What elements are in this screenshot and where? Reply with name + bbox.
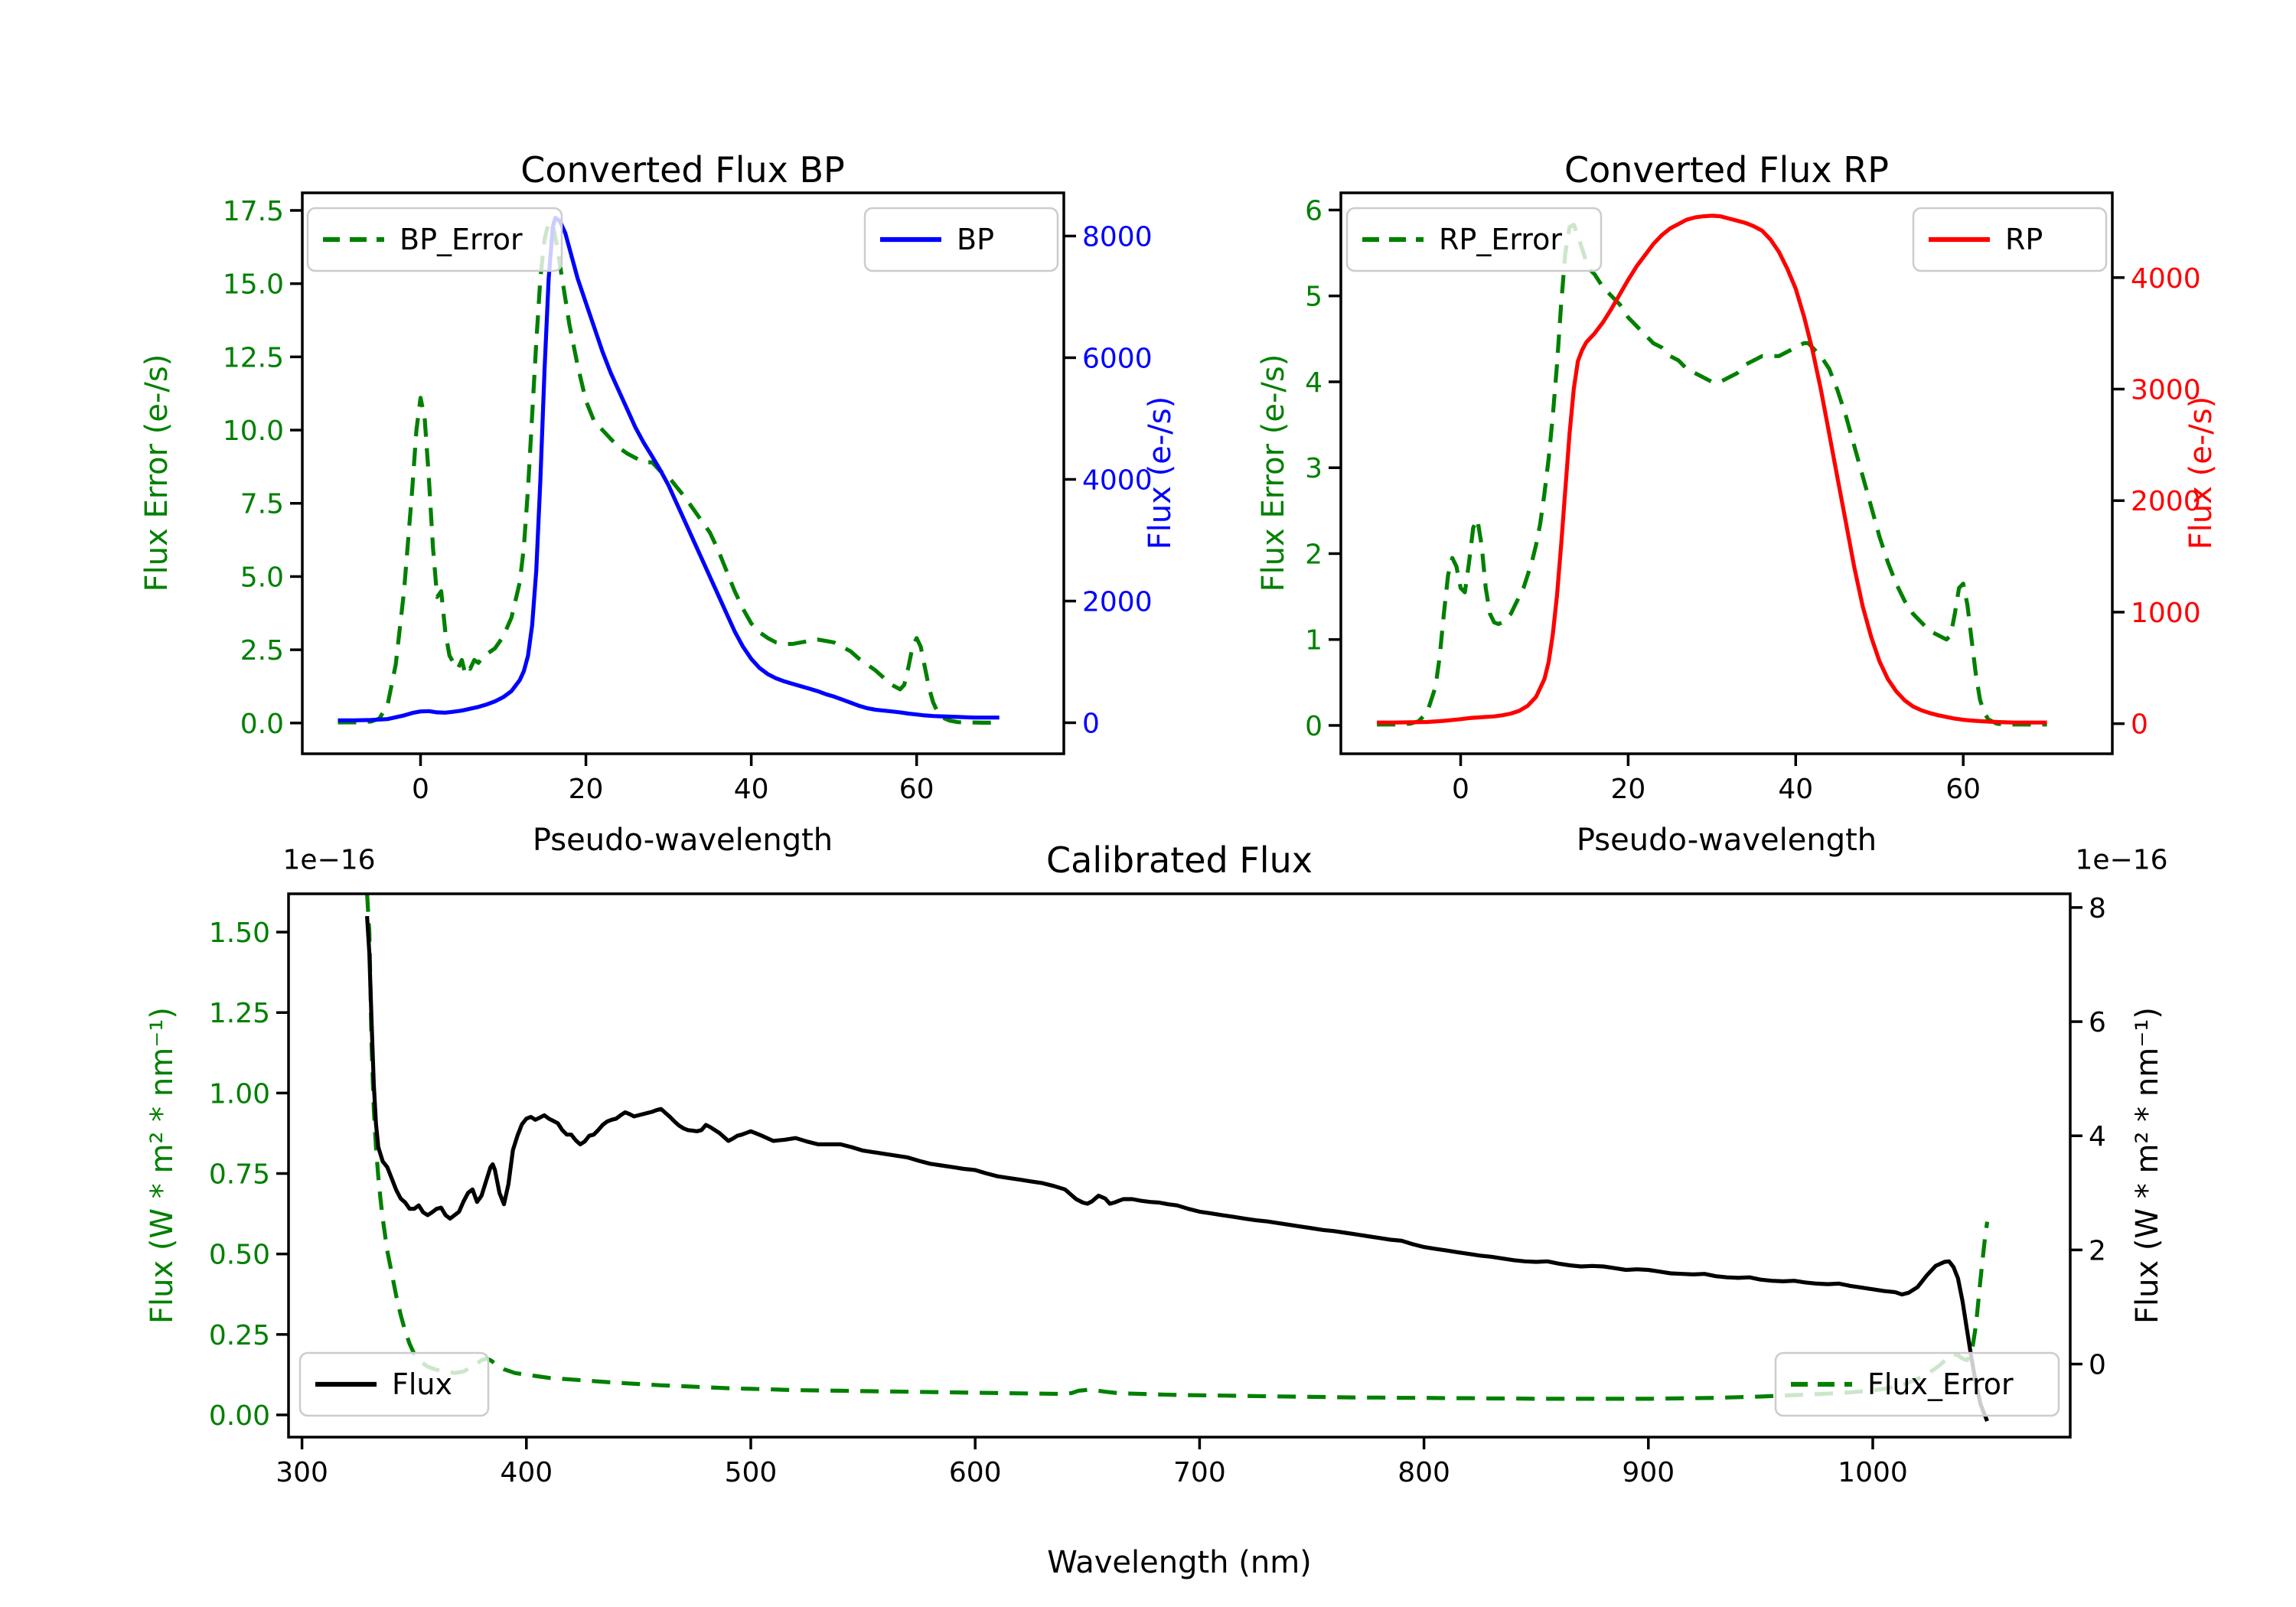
cal-x-tick-label: 700 [1173,1457,1226,1488]
cal-series-Flux [365,915,1989,1423]
rp-series-RP_Error [1377,222,2047,727]
bp-yleft-tick-label: 12.5 [223,342,284,373]
cal-yleft-tick-label: 0.50 [209,1240,270,1271]
cal-yleft-tick-label: 1.00 [209,1078,270,1110]
rp-yleft-tick-label: 2 [1305,539,1322,570]
bp-plot-title: Converted Flux BP [520,149,845,191]
cal-yleft-tick-label: 1.25 [209,998,270,1029]
cal-x-tick-label: 400 [500,1457,553,1488]
bp-yright-tick-label: 6000 [1082,343,1153,374]
legend-label: RP [2005,223,2043,256]
rp-x-tick-label: 0 [1452,774,1469,805]
bp-yleft-tick-label: 10.0 [223,416,284,447]
cal-x-tick-label: 1000 [1838,1457,1908,1488]
cal-yright-tick-label: 4 [2089,1121,2106,1152]
rp-yright-tick-label: 0 [2131,709,2148,741]
cal-yleft-tick-label: 0.75 [209,1159,270,1191]
bp-x-tick-label: 20 [569,774,604,805]
legend-box [1912,207,2108,272]
bp-plot: 0 20 40 60 0.0 2.5 5.0 7.5 10.0 12.5 15.0 17.5 0 2000… [223,191,1153,805]
bp-xaxis-label: Pseudo-wavelength [532,823,833,858]
legend-box [306,207,563,272]
legend-box [1345,207,1603,272]
cal-yright-tick-label: 0 [2089,1350,2106,1381]
cal-xaxis-label: Wavelength (nm) [1047,1545,1312,1580]
rp-yaxis-right-label: Flux (e-/s) [2183,396,2219,550]
rp-plot-title: Converted Flux RP [1564,149,1889,191]
bp-yaxis-right-label: Flux (e-/s) [1143,396,1178,550]
cal-yleft-tick-label: 0.25 [209,1320,270,1351]
cal-right-offset-text: 1e−16 [2075,844,2168,876]
bp-yleft-tick-label: 0.0 [240,709,284,740]
rp-x-tick-label: 20 [1610,774,1645,805]
bp-yright-tick-label: 8000 [1082,221,1153,253]
bp-axes-spines [301,191,1065,755]
cal-x-tick-label: 300 [276,1457,328,1488]
bp-x-tick-label: 40 [734,774,769,805]
legend-label: RP_Error [1439,223,1562,256]
rp-yleft-tick-label: 5 [1305,282,1322,313]
cal-yright-tick-label: 8 [2089,893,2106,924]
cal-x-tick-label: 800 [1397,1457,1450,1488]
bp-yleft-tick-label: 15.0 [223,269,284,301]
legend-label: BP_Error [400,223,523,256]
bp-series-BP [338,216,1000,722]
rp-x-tick-label: 40 [1778,774,1813,805]
bp-x-tick-label: 0 [412,774,429,805]
legend-box [863,207,1059,272]
legend-label: Flux_Error [1867,1367,2014,1401]
cal-yleft-tick-label: 0.00 [209,1400,270,1432]
rp-yright-tick-label: 3000 [2131,374,2201,406]
cal-axes-spines [287,892,2072,1439]
rp-yleft-tick-label: 4 [1305,367,1322,399]
legend-box [1774,1351,2060,1417]
bp-yleft-tick-label: 17.5 [223,196,284,227]
cal-left-offset-text: 1e−16 [282,844,376,876]
rp-x-tick-label: 60 [1945,774,1981,805]
bp-yright-tick-label: 4000 [1082,464,1153,496]
bp-series-BP_Error [338,220,1000,725]
rp-yright-tick-label: 2000 [2131,486,2201,517]
calibrated-plot-title: Calibrated Flux [1046,839,1313,881]
rp-yleft-tick-label: 6 [1305,195,1322,227]
bp-legend-BP: BP [863,207,1059,272]
bp-x-tick-label: 60 [899,774,934,805]
cal-series-Flux_Error [365,894,1990,1401]
rp-yaxis-left-label: Flux Error (e-/s) [1256,354,1291,592]
rp-yright-tick-label: 4000 [2131,263,2201,295]
bp-yright-tick-label: 2000 [1082,586,1153,618]
cal-x-tick-label: 900 [1622,1457,1675,1488]
cal-x-tick-label: 600 [949,1457,1002,1488]
cal-legend-Flux: Flux [298,1351,490,1417]
rp-legend-RP_Error: RP_Error [1345,207,1603,272]
rp-yleft-tick-label: 1 [1305,625,1322,657]
bp-yleft-tick-label: 7.5 [240,489,284,520]
legend-box [298,1351,490,1417]
rp-yright-tick-label: 1000 [2131,598,2201,629]
legend-label: BP [957,223,994,256]
bp-yright-tick-label: 0 [1082,708,1100,739]
bp-yaxis-left-label: Flux Error (e-/s) [139,354,174,592]
cal-plot: 300 400 500 600 700 800 900 1000 0.00 0.25 0.50 0.7… [209,892,2106,1488]
rp-xaxis-label: Pseudo-wavelength [1576,823,1877,858]
cal-yright-tick-label: 6 [2089,1007,2106,1038]
cal-yaxis-right-label: Flux (W * m² * nm⁻¹) [2130,1007,2165,1324]
bp-legend-BP_Error: BP_Error [306,207,563,272]
bp-yleft-tick-label: 2.5 [240,635,284,667]
rp-legend-RP: RP [1912,207,2108,272]
cal-yaxis-left-label: Flux (W * m² * nm⁻¹) [145,1007,180,1324]
rp-yleft-tick-label: 3 [1305,453,1322,484]
cal-yleft-tick-label: 1.50 [209,918,270,949]
bp-yleft-tick-label: 5.0 [240,562,284,593]
cal-x-tick-label: 500 [725,1457,778,1488]
legend-label: Flux [392,1367,452,1401]
rp-yleft-tick-label: 0 [1305,711,1322,742]
cal-yright-tick-label: 2 [2089,1235,2106,1266]
rp-series-RP [1377,214,2047,725]
cal-legend-Flux_Error: Flux_Error [1774,1351,2060,1417]
rp-axes-spines [1339,191,2114,755]
